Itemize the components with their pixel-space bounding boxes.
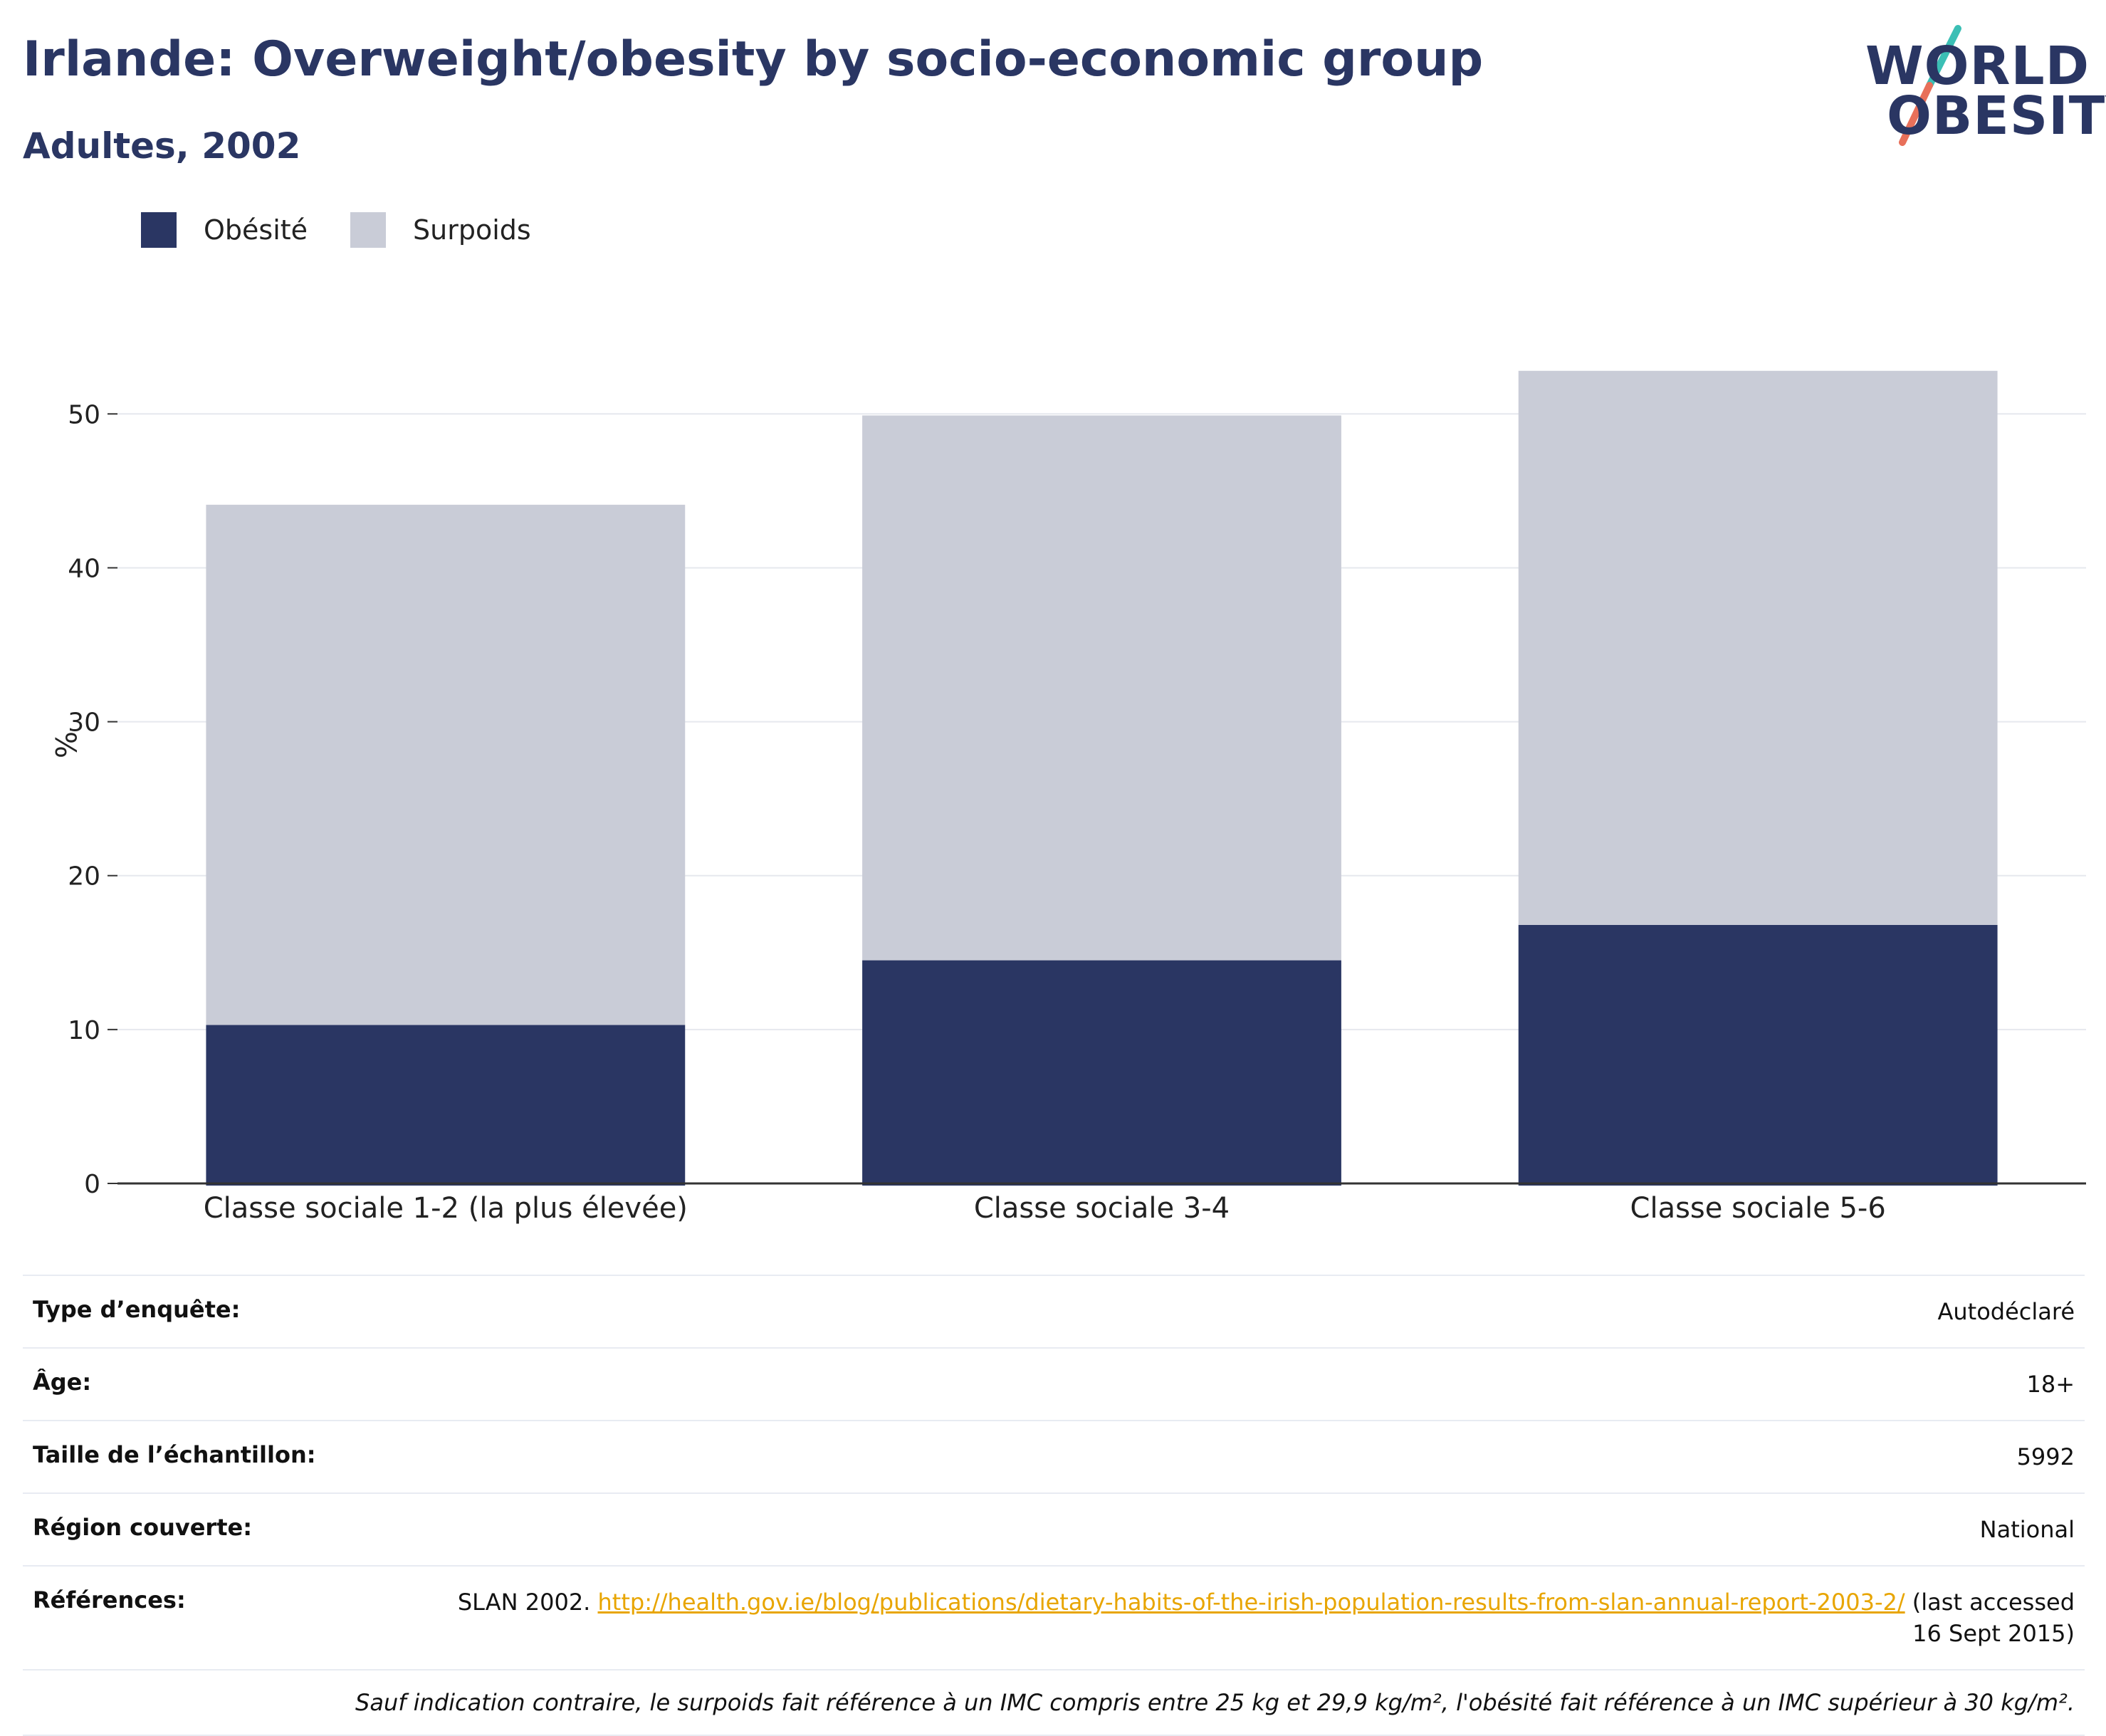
meta-row: Type d’enquête: Autodéclaré — [23, 1275, 2085, 1347]
bar-obesity — [206, 1025, 686, 1186]
bar-overweight — [206, 504, 686, 1025]
chart-subtitle: Adultes, 2002 — [23, 125, 301, 167]
legend-swatch-overweight — [350, 212, 387, 248]
legend-swatch-obesity — [141, 212, 177, 248]
meta-key: Taille de l’échantillon: — [33, 1441, 316, 1468]
y-tick-label: 40 — [68, 554, 100, 583]
meta-value: 18+ — [2026, 1371, 2075, 1398]
y-axis-label: % — [48, 731, 81, 758]
meta-value: National — [1979, 1516, 2075, 1543]
meta-key: Âge: — [33, 1369, 92, 1396]
legend-label-overweight: Surpoids — [413, 214, 531, 246]
y-tick-label: 30 — [68, 708, 100, 738]
meta-row: Taille de l’échantillon: 5992 — [23, 1420, 2085, 1492]
bar-chart: 0 10 20 30 40 50 Classe sociale 1-2 (la plus é… — [48, 370, 2086, 1225]
y-tick-label: 20 — [68, 862, 100, 891]
legend: Obésité Surpoids — [141, 212, 574, 248]
meta-row: Région couverte: National — [23, 1492, 2085, 1565]
references-value: SLAN 2002. http://health.gov.ie/blog/pub… — [437, 1586, 2075, 1649]
bar-obesity — [1518, 924, 1998, 1186]
references-key: Références: — [33, 1586, 186, 1614]
references-prefix: SLAN 2002. — [457, 1589, 598, 1616]
x-tick-label: Classe sociale 1-2 (la plus élevée) — [204, 1192, 688, 1225]
logo-text-world: WORLD — [1865, 36, 2090, 97]
legend-item-overweight[interactable]: Surpoids — [350, 212, 531, 248]
bar-overweight — [1518, 370, 1998, 925]
bar-obesity — [862, 960, 1341, 1186]
x-tick-label: Classe sociale 3-4 — [974, 1192, 1230, 1225]
references-link[interactable]: http://health.gov.ie/blog/publications/d… — [597, 1589, 1905, 1616]
meta-key: Région couverte: — [33, 1514, 252, 1541]
meta-row-references: Références: SLAN 2002. http://health.gov… — [23, 1565, 2085, 1669]
y-tick-label: 50 — [68, 400, 100, 429]
meta-value: Autodéclaré — [1937, 1298, 2075, 1325]
meta-key: Type d’enquête: — [33, 1296, 241, 1323]
metadata-table: Type d’enquête: Autodéclaré Âge: 18+ Tai… — [23, 1275, 2085, 1736]
meta-value: 5992 — [2016, 1443, 2075, 1470]
x-tick-label: Classe sociale 5-6 — [1630, 1192, 1886, 1225]
meta-row: Âge: 18+ — [23, 1347, 2085, 1420]
legend-label-obesity: Obésité — [204, 214, 308, 246]
bar-overweight — [862, 415, 1341, 961]
chart-title: Irlande: Overweight/obesity by socio-eco… — [23, 31, 1484, 88]
world-obesity-logo: WORLD OBESITY — [1858, 21, 2106, 157]
logo-text-obesity: OBESITY — [1887, 85, 2106, 147]
y-tick-label: 0 — [84, 1170, 100, 1199]
legend-item-obesity[interactable]: Obésité — [141, 212, 308, 248]
bmi-definition-note: Sauf indication contraire, le surpoids f… — [23, 1669, 2085, 1736]
references-suffix: (last accessed 16 Sept 2015) — [1905, 1589, 2075, 1647]
logo-slash-icon — [1899, 25, 1961, 146]
y-tick-label: 10 — [68, 1016, 100, 1045]
